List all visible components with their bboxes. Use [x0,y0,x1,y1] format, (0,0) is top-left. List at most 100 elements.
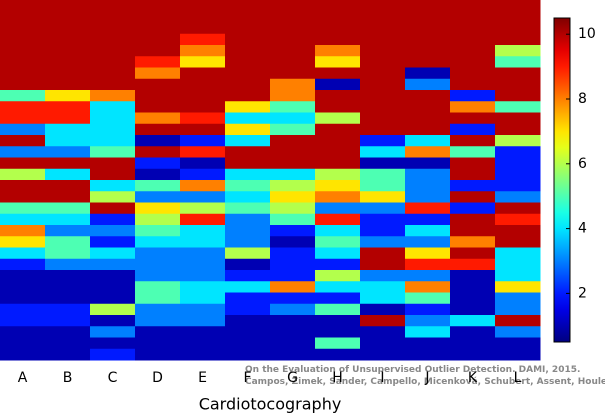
cell [315,33,361,46]
cell [135,270,181,282]
cell [315,258,361,271]
cell [270,180,316,192]
cell [450,292,496,305]
cell [180,78,226,91]
cell [270,11,316,23]
cell [0,247,46,260]
cell [315,90,361,102]
cell [90,315,136,327]
cell [225,123,271,136]
x-tick-label: H [332,370,343,386]
cell [405,22,451,35]
cell [315,348,361,361]
cell [135,315,181,327]
cell [360,270,406,282]
cell [360,33,406,46]
cell [90,191,136,203]
cell [360,292,406,305]
cell [405,236,451,248]
cell [270,258,316,271]
cell [225,112,271,125]
x-tick-label: A [18,370,28,386]
cell [225,270,271,282]
cell [90,157,136,170]
cell [495,337,541,350]
cell [90,78,136,91]
cell [270,67,316,80]
cell [405,337,451,350]
cell [315,337,361,350]
cell [135,90,181,102]
cell [0,202,46,215]
cell [360,348,406,361]
cell [90,135,136,147]
cell [225,281,271,293]
cell [315,326,361,338]
cell [225,135,271,147]
cell [135,236,181,248]
cell [135,45,181,57]
x-tick-label: J [424,370,429,386]
cell [90,112,136,125]
x-tick-label: F [243,370,251,386]
cell [360,56,406,68]
cell [495,191,541,203]
cell [225,157,271,170]
cell [180,146,226,158]
cell [45,33,91,46]
colorbar-tick-label: 2 [578,285,587,301]
cell [450,0,496,12]
cell [45,292,91,305]
cell [180,135,226,147]
cell [0,0,46,12]
cell [90,123,136,136]
colorbar-tick-label: 10 [578,26,596,42]
cell [90,337,136,350]
cell [270,146,316,158]
cell [360,180,406,192]
cell [315,101,361,113]
cell [360,67,406,80]
cell [270,157,316,170]
cell [45,123,91,136]
cell [45,168,91,181]
x-tick-label: D [152,370,163,386]
cell [135,67,181,80]
cell [45,281,91,293]
cell [45,67,91,80]
cell [135,78,181,91]
cell [180,258,226,271]
cell [450,191,496,203]
cell [360,22,406,35]
cell [135,213,181,226]
cell [360,123,406,136]
cell [45,112,91,125]
cell [405,180,451,192]
cell [0,112,46,125]
cell [495,315,541,327]
cell [405,225,451,237]
cell [450,112,496,125]
cell [405,258,451,271]
cell [225,337,271,350]
cell [0,90,46,102]
cell [135,112,181,125]
cell [0,348,46,361]
cell [495,348,541,361]
cell [225,202,271,215]
cell [270,22,316,35]
cell [180,213,226,226]
cell [135,157,181,170]
cell [135,33,181,46]
cell [135,168,181,181]
cell [225,315,271,327]
cell [405,112,451,125]
cell [45,90,91,102]
cell [270,315,316,327]
cell [270,45,316,57]
x-tick-label: C [108,370,118,386]
cell [315,202,361,215]
cell [180,270,226,282]
cell [270,191,316,203]
annotation: On the Evaluation of Unsupervised Outlie… [245,365,580,375]
